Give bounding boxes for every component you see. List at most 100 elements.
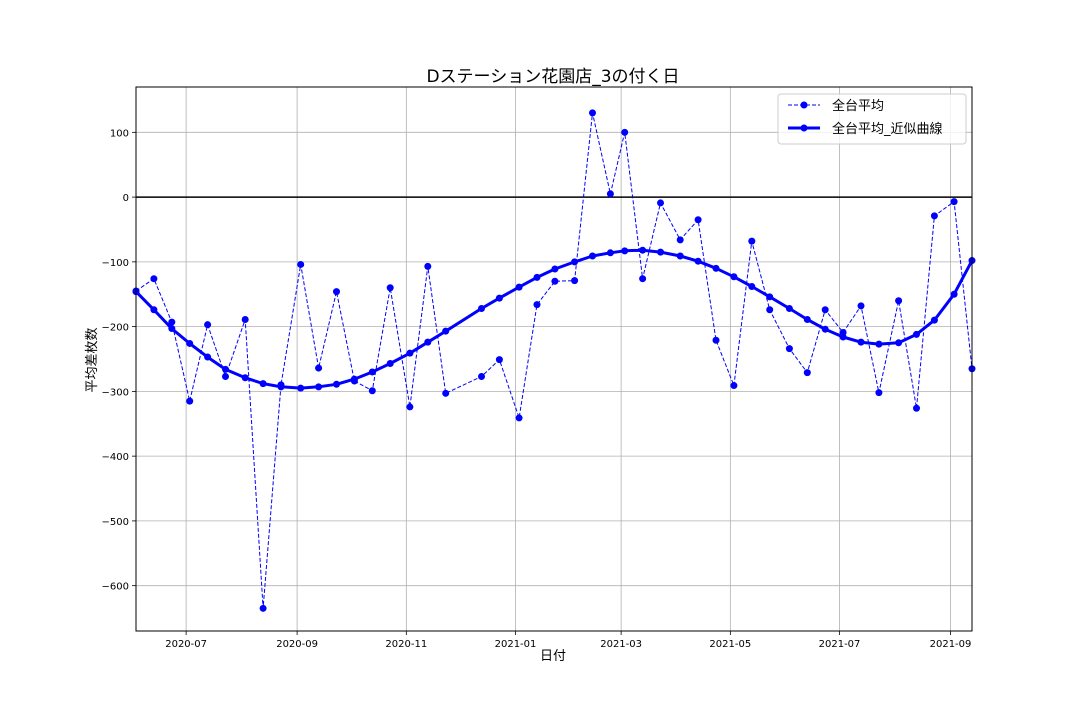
data-point-avg <box>730 382 738 390</box>
data-point-avg <box>676 236 684 244</box>
x-tick-label: 2021-09 <box>930 639 972 650</box>
y-tick-label: −300 <box>102 387 129 398</box>
series-line-avg <box>135 112 973 609</box>
data-point-avg <box>821 306 829 314</box>
y-tick-label: 0 <box>123 193 129 204</box>
data-point-avg <box>315 364 323 372</box>
y-tick-label: −500 <box>102 517 129 528</box>
data-point-fit <box>515 283 523 291</box>
data-point-fit <box>259 380 267 388</box>
data-point-fit <box>606 249 614 257</box>
data-point-avg <box>712 336 720 344</box>
data-point-avg <box>875 389 883 397</box>
data-point-fit <box>424 338 432 346</box>
data-point-avg <box>515 414 523 422</box>
data-point-fit <box>839 333 847 341</box>
y-tick-label: −200 <box>102 323 129 334</box>
legend: 全台平均 全台平均_近似曲線 <box>777 93 967 145</box>
data-point-avg <box>332 288 340 296</box>
data-point-avg <box>950 198 958 206</box>
data-point-fit <box>315 383 323 391</box>
data-point-avg <box>621 128 629 136</box>
data-point-avg <box>406 403 414 411</box>
data-point-avg <box>571 277 579 285</box>
data-point-fit <box>930 316 938 324</box>
y-tick-label: 100 <box>110 128 129 139</box>
data-point-avg <box>150 275 158 283</box>
data-point-avg <box>895 297 903 305</box>
data-point-avg <box>297 260 305 268</box>
data-point-fit <box>730 273 738 281</box>
legend-box <box>777 93 967 145</box>
data-point-avg <box>186 397 194 405</box>
data-point-fit <box>571 258 579 266</box>
data-point-avg <box>588 109 596 117</box>
y-tick-label: −600 <box>102 582 129 593</box>
data-point-fit <box>712 264 720 272</box>
data-point-fit <box>895 339 903 347</box>
data-point-fit <box>442 327 450 335</box>
x-tick-label: 2020-07 <box>165 639 207 650</box>
data-point-fit <box>785 304 793 312</box>
data-point-fit <box>875 340 883 348</box>
x-tick-label: 2021-07 <box>819 639 861 650</box>
plot-area-frame <box>135 86 973 632</box>
data-point-fit <box>277 383 285 391</box>
data-point-avg <box>477 372 485 380</box>
data-point-avg <box>803 369 811 377</box>
data-point-fit <box>386 360 394 368</box>
data-point-avg <box>766 306 774 314</box>
x-axis-label: 日付 <box>540 649 566 664</box>
data-point-fit <box>368 368 376 376</box>
data-point-fit <box>241 374 249 382</box>
data-point-fit <box>694 257 702 265</box>
x-tick-label: 2020-09 <box>276 639 318 650</box>
data-point-avg <box>748 237 756 245</box>
legend-label-fit: 全台平均_近似曲線 <box>832 121 943 137</box>
data-point-avg <box>913 404 921 412</box>
data-point-fit <box>186 339 194 347</box>
data-point-avg <box>657 199 665 207</box>
data-point-fit <box>332 380 340 388</box>
data-point-fit <box>821 325 829 333</box>
data-point-avg <box>551 277 559 285</box>
data-point-avg <box>168 318 176 326</box>
data-point-avg <box>386 284 394 292</box>
chart-title: Dステーション花園店_3の付く日 <box>426 67 679 87</box>
data-point-fit <box>533 273 541 281</box>
data-point-fit <box>495 294 503 302</box>
data-point-avg <box>533 301 541 309</box>
legend-label-avg: 全台平均 <box>832 98 884 114</box>
data-point-avg <box>857 302 865 310</box>
data-point-fit <box>150 306 158 314</box>
series-line-fit <box>134 248 974 390</box>
data-point-avg <box>442 389 450 397</box>
data-point-fit <box>588 252 596 260</box>
data-point-fit <box>950 290 958 298</box>
data-point-avg <box>368 387 376 395</box>
data-point-fit <box>204 353 212 361</box>
data-point-fit <box>168 325 176 333</box>
data-point-fit <box>406 349 414 357</box>
data-point-fit <box>676 252 684 260</box>
data-point-avg <box>259 604 267 612</box>
legend-marker-avg-icon <box>800 101 808 109</box>
data-point-avg <box>241 315 249 323</box>
y-tick-label: −400 <box>102 452 129 463</box>
data-point-avg <box>424 262 432 270</box>
data-point-avg <box>785 345 793 353</box>
data-point-avg <box>495 356 503 364</box>
data-point-fit <box>551 265 559 273</box>
data-point-fit <box>350 375 358 383</box>
data-point-fit <box>222 365 230 373</box>
x-tick-label: 2020-11 <box>385 639 427 650</box>
data-point-avg <box>694 216 702 224</box>
data-point-fit <box>297 384 305 392</box>
data-point-fit <box>477 304 485 312</box>
data-point-fit <box>639 246 647 254</box>
series-layer <box>132 109 976 612</box>
data-point-fit <box>766 293 774 301</box>
data-point-avg <box>930 212 938 220</box>
x-tick-label: 2021-05 <box>709 639 751 650</box>
